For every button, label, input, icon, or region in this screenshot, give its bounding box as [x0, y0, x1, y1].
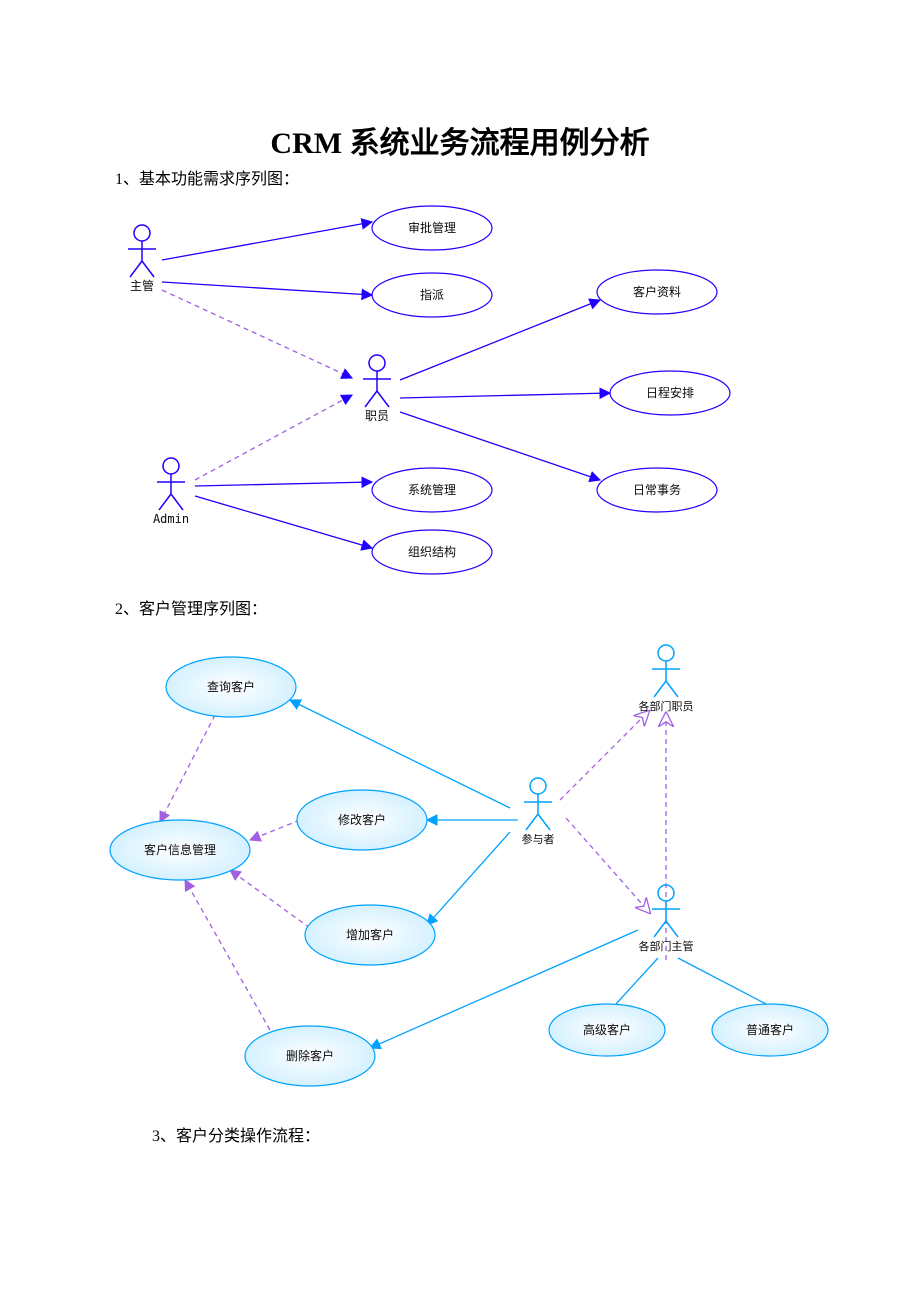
actor: 参与者: [522, 778, 555, 846]
svg-text:查询客户: 查询客户: [207, 679, 255, 694]
svg-text:普通客户: 普通客户: [746, 1022, 794, 1037]
usecase-ellipse: 修改客户: [297, 790, 427, 850]
svg-text:删除客户: 删除客户: [286, 1048, 334, 1063]
usecase-ellipse: 删除客户: [245, 1026, 375, 1086]
svg-text:参与者: 参与者: [522, 832, 555, 846]
svg-text:各部门职员: 各部门职员: [639, 699, 694, 713]
svg-text:增加客户: 增加客户: [346, 927, 394, 942]
usecase-ellipse: 普通客户: [712, 1004, 828, 1056]
svg-text:各部门主管: 各部门主管: [639, 939, 694, 953]
svg-text:客户信息管理: 客户信息管理: [144, 842, 216, 857]
svg-text:修改客户: 修改客户: [338, 812, 386, 827]
usecase-ellipse: 查询客户: [166, 657, 296, 717]
usecase-ellipse: 高级客户: [549, 1004, 665, 1056]
page: CRM 系统业务流程用例分析 1、基本功能需求序列图： 审批管理指派客户资料日程…: [0, 0, 920, 1302]
usecase-ellipse: 增加客户: [305, 905, 435, 965]
usecase-ellipse: 客户信息管理: [110, 820, 250, 880]
section-3-heading: 3、客户分类操作流程：: [152, 1122, 320, 1146]
actor: 各部门职员: [639, 645, 694, 713]
svg-text:高级客户: 高级客户: [583, 1022, 631, 1037]
diagram-2: 查询客户修改客户客户信息管理增加客户删除客户 高级客户 普通客户 各部门职员参与者各部…: [0, 0, 920, 1120]
